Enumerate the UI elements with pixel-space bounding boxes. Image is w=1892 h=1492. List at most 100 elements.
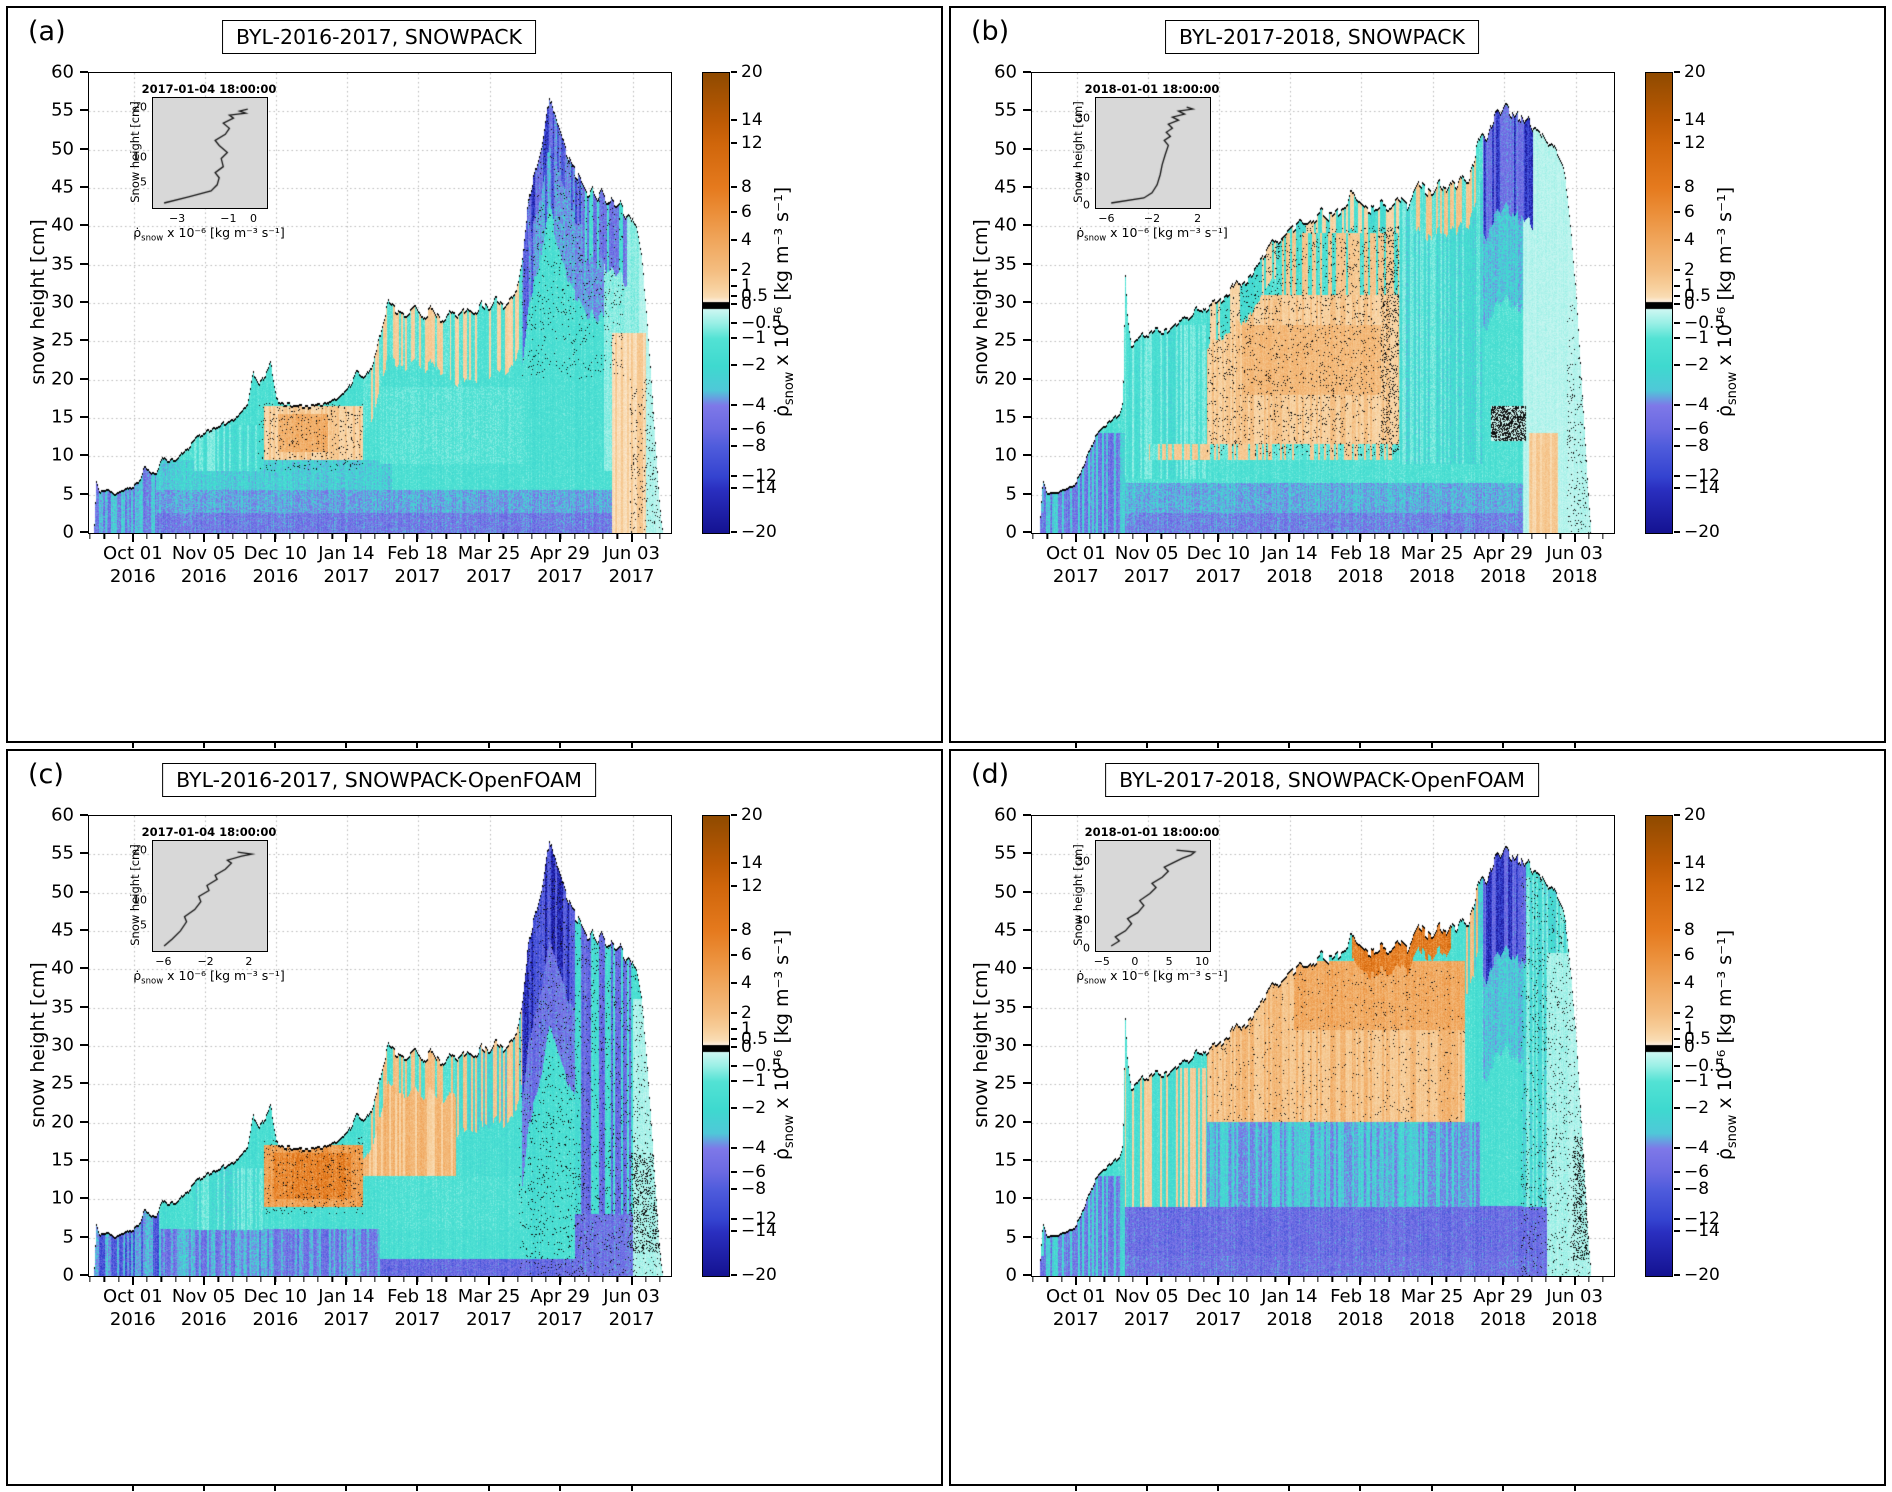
y-tick-label: 50: [994, 138, 1017, 160]
colorbar-tick-mark: [1674, 981, 1680, 984]
y-tick-label: 35: [994, 996, 1017, 1018]
x-minor-tick-mark: [246, 534, 248, 539]
inset-y-tick-label: 0: [1083, 941, 1090, 955]
x-minor-tick-mark: [1602, 534, 1604, 539]
colorbar-tick-mark: [731, 1274, 737, 1276]
inset-y-tick-label: 30: [1076, 111, 1090, 125]
y-tick-label: 30: [51, 291, 74, 313]
y-tick-mark: [1023, 147, 1031, 150]
y-tick-label: 0: [1005, 1264, 1017, 1286]
colorbar-tick-label: −6: [1684, 418, 1710, 439]
x-tick-label: Mar 25: [457, 1286, 521, 1307]
x-minor-tick-mark: [1160, 1277, 1163, 1282]
x-tick-year-label: 2017: [1195, 566, 1242, 587]
x-minor-tick-mark: [117, 534, 120, 539]
frame-tick-mark: [131, 1484, 134, 1491]
colorbar-tick-mark: [1674, 1230, 1680, 1233]
x-tick-mark: [630, 534, 633, 542]
colorbar-tick-mark: [1674, 531, 1680, 533]
frame-tick-mark: [274, 1484, 277, 1491]
inset-profile-canvas: [153, 98, 267, 208]
x-tick-label: Nov 05: [171, 543, 236, 564]
colorbar-tick-mark: [1674, 1027, 1680, 1030]
colorbar-tick-label: −14: [1684, 478, 1720, 499]
x-minor-tick-mark: [1488, 534, 1490, 539]
y-tick-mark: [1023, 109, 1031, 112]
y-tick-label: 35: [51, 996, 74, 1018]
x-tick-label: Feb 18: [387, 1286, 448, 1307]
x-minor-tick-mark: [1588, 534, 1590, 539]
x-minor-tick-mark: [616, 1277, 618, 1282]
y-tick-mark: [80, 890, 88, 893]
x-tick-year-label: 2017: [1123, 566, 1170, 587]
colorbar-tick-label: −8: [1684, 435, 1710, 456]
x-tick-label: Jan 14: [318, 1286, 375, 1307]
y-tick-label: 15: [994, 1149, 1017, 1171]
colorbar-tick-mark: [731, 186, 737, 188]
y-tick-mark: [1023, 1120, 1031, 1123]
x-minor-tick-mark: [1160, 534, 1163, 539]
x-minor-tick-mark: [388, 1277, 390, 1282]
y-tick-label: 5: [1005, 483, 1017, 505]
x-tick-year-label: 2018: [1409, 566, 1455, 587]
x-tick-year-label: 2017: [608, 566, 655, 587]
x-tick-label: Jun 03: [1546, 543, 1603, 564]
y-tick-label: 20: [51, 368, 74, 390]
y-tick-label: 55: [994, 99, 1017, 121]
x-minor-tick-mark: [1374, 534, 1376, 539]
x-minor-tick-mark: [1089, 534, 1091, 539]
colorbar-tick-mark: [1674, 336, 1680, 339]
colorbar-tick-label: −0.5: [741, 312, 783, 333]
colorbar-tick-mark: [1674, 1038, 1680, 1041]
colorbar-tick-labels: 20 14 12 8 6 4 2 1 0.5 0 −0.5 −1 −2 −4 −6 −8 −12 −14 −20: [731, 62, 791, 542]
y-tick-labels: 0 5 10 15 20 25 30 35 40 45 50 55 60: [951, 62, 1031, 543]
x-minor-tick-mark: [431, 534, 433, 539]
x-minor-tick-mark: [1046, 1277, 1049, 1282]
x-minor-tick-mark: [1402, 534, 1405, 539]
x-tick-mark: [416, 1277, 419, 1285]
x-tick-year-label: 2018: [1337, 1309, 1384, 1330]
inset-x-tick-label: −5: [1093, 955, 1110, 968]
y-tick-mark: [80, 224, 88, 227]
colorbar-tick-mark: [731, 885, 737, 888]
y-tick-mark: [1023, 929, 1031, 931]
colorbar-tick-mark: [731, 814, 737, 816]
colorbar-tick-mark: [731, 1038, 737, 1041]
frame-tick-mark: [1074, 741, 1077, 748]
x-minor-tick-mark: [217, 1277, 220, 1282]
colorbar-tick-label: 8: [1684, 177, 1695, 197]
x-minor-tick-mark: [317, 1277, 319, 1282]
colorbar-tick-label: 12: [1684, 876, 1706, 897]
y-tick-label: 25: [994, 329, 1017, 351]
colorbar-tick-label: 1: [1684, 275, 1695, 296]
x-tick-mark: [1288, 1277, 1291, 1285]
x-minor-tick-mark: [146, 1277, 148, 1282]
x-minor-tick-mark: [1046, 534, 1049, 539]
x-minor-tick-mark: [1060, 534, 1063, 539]
x-minor-tick-mark: [388, 534, 390, 539]
y-tick-mark: [80, 1120, 88, 1123]
x-tick-labels: Oct 01 2016 Nov 05 2016 Dec 10 2016 Jan 14 2017…: [88, 534, 670, 598]
x-minor-tick-mark: [659, 1277, 661, 1282]
x-minor-tick-mark: [1459, 1277, 1462, 1282]
y-tick-label: 35: [51, 253, 74, 275]
colorbar-tick-label: 4: [1684, 229, 1695, 250]
colorbar-tick-label: −12: [1684, 465, 1720, 486]
colorbar-tick-label: −20: [1684, 522, 1720, 542]
y-tick-label: 40: [51, 957, 74, 979]
y-tick-label: 40: [994, 957, 1017, 979]
x-minor-tick-mark: [1331, 1277, 1333, 1282]
colorbar-tick-mark: [731, 1011, 737, 1014]
x-minor-tick-mark: [545, 1277, 547, 1282]
colorbar-tick-label: −2: [1684, 355, 1710, 376]
y-tick-mark: [1023, 224, 1031, 227]
y-tick-label: 0: [62, 1264, 74, 1286]
x-tick-year-label: 2017: [466, 566, 512, 587]
x-minor-tick-mark: [1388, 1277, 1390, 1282]
colorbar-tick-labels: 20 14 12 8 6 4 2 1 0.5 0 −0.5 −1 −2 −4 −6 −8 −12 −14 −20: [731, 805, 791, 1285]
y-tick-labels: 0 5 10 15 20 25 30 35 40 45 50 55 60: [951, 805, 1031, 1286]
x-tick-year-label: 2017: [537, 1309, 583, 1330]
x-minor-tick-mark: [402, 1277, 405, 1282]
y-tick-mark: [80, 109, 88, 112]
frame-tick-mark: [131, 741, 134, 748]
